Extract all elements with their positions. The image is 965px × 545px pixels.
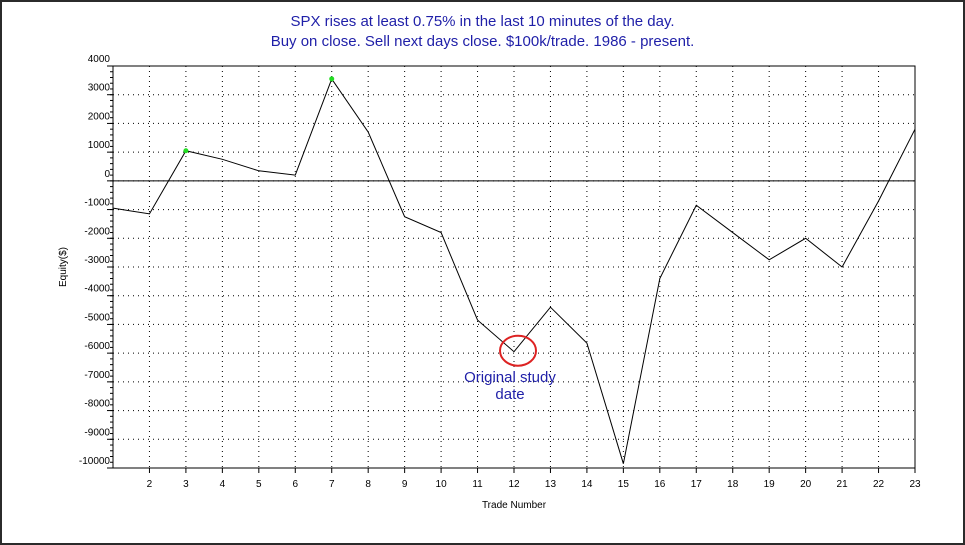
x-tick-label: 7 (329, 479, 335, 490)
x-tick-label: 9 (402, 479, 408, 490)
x-tick-label: 3 (183, 479, 189, 490)
x-tick-label: 19 (764, 479, 776, 490)
x-tick-label: 15 (618, 479, 630, 490)
y-tick-label: -4000 (84, 284, 110, 295)
y-tick-label: -3000 (84, 255, 110, 266)
y-tick-label: 0 (104, 169, 110, 180)
y-tick-label: 1000 (88, 140, 111, 151)
chart-title-line-1: SPX rises at least 0.75% in the last 10 … (290, 13, 675, 30)
x-tick-label: 13 (545, 479, 557, 490)
y-tick-label: -9000 (84, 427, 110, 438)
x-tick-label: 21 (837, 479, 849, 490)
y-tick-label: -1000 (84, 198, 110, 209)
highlight-point (183, 148, 189, 154)
equity-series-line (112, 77, 916, 464)
y-tick-label: -2000 (84, 226, 110, 237)
x-tick-label: 8 (365, 479, 371, 490)
annotation-text: Original study (464, 369, 556, 386)
x-tick-label: 16 (654, 479, 666, 490)
annotation-text: date (495, 386, 524, 403)
x-tick-label: 5 (256, 479, 262, 490)
y-tick-label: 2000 (88, 111, 111, 122)
y-tick-label: -5000 (84, 312, 110, 323)
y-tick-label: 4000 (88, 54, 111, 65)
x-tick-label: 11 (472, 479, 483, 490)
chart-title-line-2: Buy on close. Sell next days close. $100… (270, 33, 695, 50)
y-tick-label: -6000 (84, 341, 110, 352)
x-tick-label: 23 (909, 479, 921, 490)
y-tick-label: 3000 (88, 83, 111, 94)
highlight-point (329, 76, 335, 82)
annotation-circle (499, 334, 537, 367)
x-tick-label: 2 (147, 479, 153, 490)
x-tick-label: 17 (691, 479, 703, 490)
y-axis-title: Equity($) (58, 247, 69, 287)
y-tick-label: -7000 (84, 370, 110, 381)
x-tick-label: 20 (800, 479, 812, 490)
y-tick-label: -8000 (84, 399, 110, 410)
x-tick-label: 6 (292, 479, 298, 490)
x-tick-label: 10 (436, 479, 448, 490)
x-tick-label: 18 (727, 479, 739, 490)
x-tick-label: 4 (220, 479, 226, 490)
x-tick-label: 22 (873, 479, 885, 490)
x-axis-title: Trade Number (482, 500, 547, 511)
x-tick-label: 12 (508, 479, 520, 490)
y-tick-label: -10000 (79, 456, 111, 467)
x-tick-label: 14 (581, 479, 593, 490)
